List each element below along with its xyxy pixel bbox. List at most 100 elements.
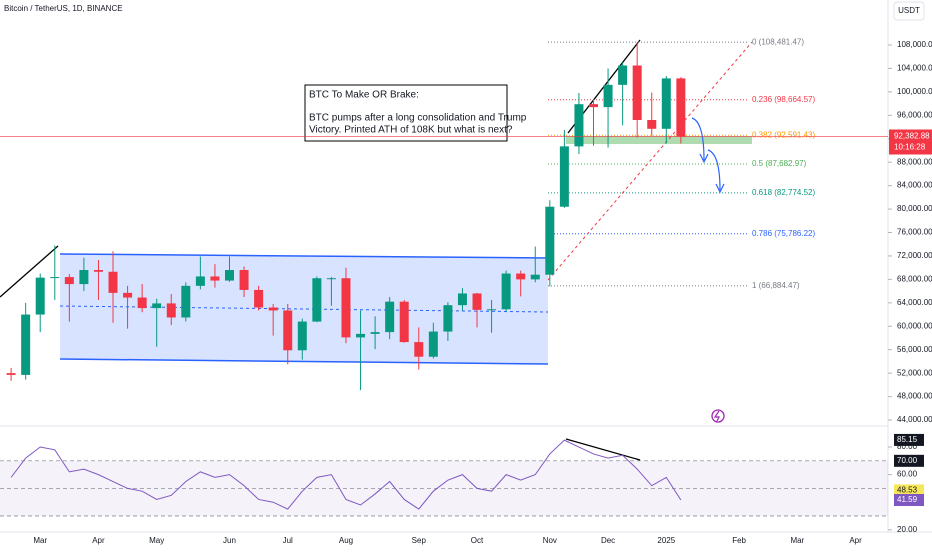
candle-body	[661, 78, 671, 129]
candle-body	[356, 333, 366, 338]
y-tick-label: 20.00	[897, 525, 918, 534]
event-icon[interactable]	[711, 409, 725, 423]
value-badge	[894, 494, 924, 507]
annotation-line: Victory. Printed ATH of 108K but what is…	[309, 125, 513, 136]
fib-label: 0.236 (98,664.57)	[752, 95, 815, 104]
candle-body	[574, 104, 584, 147]
y-tick-label: 84,000.00	[897, 181, 932, 190]
candle-body	[239, 270, 249, 290]
x-tick-label: Mar	[790, 536, 804, 545]
candle-body	[370, 332, 380, 334]
candle-body	[341, 278, 351, 338]
candle-body	[647, 120, 657, 129]
arrow	[691, 117, 705, 161]
candle-body	[632, 65, 642, 121]
candle-body	[254, 289, 264, 308]
x-tick-label: May	[149, 536, 164, 545]
divergence-line	[565, 438, 641, 461]
x-tick-label: Jun	[223, 536, 236, 545]
value-badge	[894, 433, 924, 446]
annotation-title: BTC To Make OR Brake:	[309, 90, 419, 101]
x-tick-label: Dec	[601, 536, 615, 545]
fib-label: 0.382 (92,591.43)	[752, 130, 815, 139]
y-tick-label: 88,000.00	[897, 157, 932, 166]
fib-label: 0.618 (82,774.52)	[752, 188, 815, 197]
x-tick-label: Feb	[732, 536, 746, 545]
candle-body	[487, 309, 497, 311]
candle-body	[676, 78, 686, 137]
value-badge	[894, 484, 924, 497]
x-tick-label: Apr	[849, 536, 862, 545]
candle-body	[501, 273, 511, 310]
y-tick-label: 60.00	[897, 470, 918, 479]
candle-body	[516, 273, 526, 280]
candle-body	[123, 292, 133, 298]
candle-body	[428, 331, 438, 357]
candle-body	[195, 276, 205, 286]
candle-body	[6, 373, 16, 375]
candle-body	[399, 301, 409, 343]
arrow	[707, 149, 721, 191]
candle-body	[152, 303, 162, 309]
candle-body	[181, 285, 191, 318]
fib-label: 1 (66,884.47)	[752, 281, 800, 290]
trendline	[0, 245, 59, 298]
support-zone	[566, 136, 752, 144]
annotation-line: BTC pumps after a long consolidation and…	[309, 113, 527, 124]
candle-body	[268, 307, 278, 311]
fib-label: 0.5 (87,682.97)	[752, 159, 807, 168]
candle-body	[225, 270, 234, 281]
fib-label: 0.786 (75,786.22)	[752, 229, 815, 238]
currency-button[interactable]	[893, 1, 925, 21]
y-tick-label: 100,000.00	[897, 87, 932, 96]
currency-label: USDT	[898, 6, 920, 15]
y-tick-label: 52,000.00	[897, 368, 932, 377]
x-tick-label: Oct	[471, 536, 484, 545]
y-tick-label: 80.00	[897, 442, 918, 451]
candle-body	[210, 276, 220, 281]
candle-body	[326, 278, 336, 280]
candle-body	[64, 277, 74, 285]
channel	[60, 254, 548, 364]
candle-body	[472, 293, 482, 310]
candle-body	[21, 314, 31, 375]
symbol-title: Bitcoin / TetherUS, 1D, BINANCE	[4, 4, 123, 13]
candle-body	[457, 293, 467, 306]
candle-body	[79, 270, 89, 285]
candle-body	[545, 206, 555, 275]
y-tick-label: 72,000.00	[897, 251, 932, 260]
rsi-line	[10, 439, 682, 510]
candle-body	[297, 321, 307, 351]
y-tick-label: 56,000.00	[897, 345, 932, 354]
candle-body	[108, 271, 118, 293]
arrow-head	[715, 183, 725, 194]
candle-body	[385, 301, 395, 333]
x-tick-label: Apr	[92, 536, 105, 545]
fib-label: 0 (108,481.47)	[752, 37, 804, 46]
y-tick-label: 96,000.00	[897, 110, 932, 119]
y-tick-label: 108,000.00	[897, 40, 932, 49]
y-tick-label: 60,000.00	[897, 321, 932, 330]
y-tick-label: 80,000.00	[897, 204, 932, 213]
y-tick-label: 64,000.00	[897, 298, 932, 307]
candle-body	[137, 297, 147, 309]
value-badge-label: 85.15	[897, 435, 918, 444]
arrow-head	[699, 153, 709, 164]
candle-body	[312, 278, 322, 322]
y-tick-label: 76,000.00	[897, 228, 932, 237]
candle-body	[93, 270, 103, 272]
x-tick-label: Mar	[33, 536, 47, 545]
candle-body	[530, 274, 540, 280]
candle-body	[414, 342, 424, 357]
x-tick-label: Nov	[543, 536, 557, 545]
channel-top	[59, 253, 549, 259]
event-icon-bolt	[713, 410, 720, 422]
candle-body	[559, 146, 569, 207]
candle-body	[35, 277, 45, 315]
candle-body	[618, 65, 628, 85]
candle-body	[166, 303, 176, 318]
y-tick-label: 104,000.00	[897, 64, 932, 73]
x-tick-label: Sep	[412, 536, 427, 545]
